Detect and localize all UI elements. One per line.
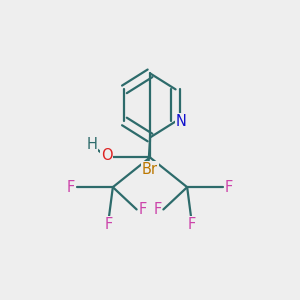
Text: O: O <box>101 148 113 164</box>
Text: F: F <box>104 217 112 232</box>
Text: F: F <box>138 202 147 217</box>
Text: F: F <box>67 180 75 195</box>
Text: N: N <box>176 114 186 129</box>
Text: F: F <box>188 217 196 232</box>
Text: F: F <box>153 202 162 217</box>
Text: Br: Br <box>142 162 158 177</box>
Text: H: H <box>87 137 98 152</box>
Text: F: F <box>225 180 233 195</box>
